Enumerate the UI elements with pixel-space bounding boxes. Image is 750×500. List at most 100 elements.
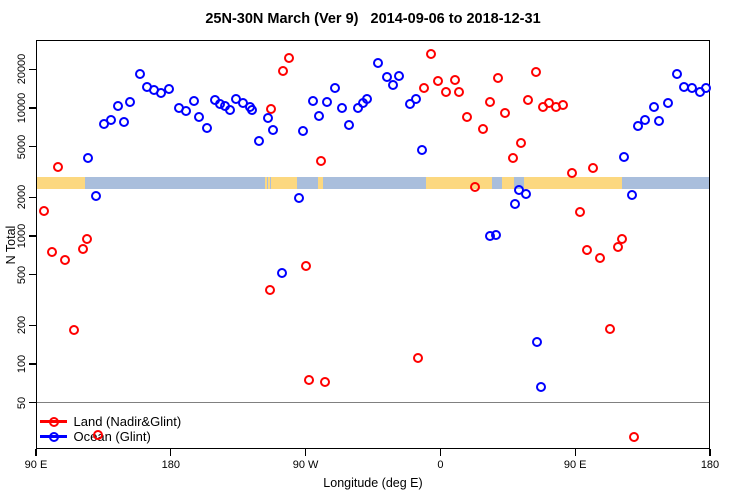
ocean-point bbox=[155, 87, 166, 98]
ocean-point bbox=[410, 94, 421, 105]
ocean-point bbox=[336, 103, 347, 113]
ocean-point bbox=[313, 110, 324, 121]
land-point bbox=[315, 155, 326, 166]
ocean-point bbox=[224, 105, 235, 116]
x-tick bbox=[35, 449, 37, 456]
coast-band-segment-ocean bbox=[492, 177, 503, 189]
land-point bbox=[617, 233, 628, 244]
land-point bbox=[59, 254, 70, 265]
ocean-point bbox=[521, 188, 532, 199]
ocean-point bbox=[193, 112, 204, 123]
coast-band-segment-land bbox=[37, 177, 85, 189]
coast-band-segment-land bbox=[267, 177, 270, 189]
land-point bbox=[68, 325, 79, 336]
y-tick bbox=[29, 401, 36, 404]
legend-ring-sample-land bbox=[48, 416, 59, 427]
x-tick-label: 180 bbox=[700, 459, 720, 471]
x-tick-label: 90 E bbox=[24, 459, 48, 471]
land-point bbox=[277, 65, 288, 76]
land-point bbox=[453, 87, 464, 98]
y-tick bbox=[29, 68, 36, 71]
coast-band-segment-land bbox=[264, 177, 267, 189]
land-point bbox=[441, 87, 452, 98]
land-point bbox=[433, 75, 444, 86]
chart-title: 25N-30N March (Ver 9) 2014-09-06 to 2018… bbox=[205, 11, 541, 27]
x-tick-label: 90 E bbox=[563, 459, 587, 471]
coast-band-segment-ocean bbox=[514, 177, 525, 189]
ocean-point bbox=[654, 116, 665, 127]
ocean-point bbox=[663, 98, 674, 109]
ocean-point bbox=[362, 94, 373, 105]
ocean-point bbox=[344, 120, 355, 131]
ocean-point bbox=[307, 95, 318, 106]
land-point bbox=[575, 206, 586, 217]
reference-line bbox=[37, 402, 709, 404]
ocean-point bbox=[321, 97, 332, 108]
ocean-point bbox=[394, 71, 405, 82]
x-tick-label: 180 bbox=[161, 459, 180, 471]
land-point bbox=[303, 374, 314, 385]
ocean-point bbox=[293, 193, 304, 204]
land-point bbox=[300, 260, 311, 271]
coast-band-segment-ocean bbox=[296, 177, 318, 189]
ocean-point bbox=[188, 95, 199, 106]
ocean-point bbox=[627, 190, 638, 201]
x-tick bbox=[439, 449, 441, 456]
ocean-point bbox=[112, 100, 123, 111]
ocean-point bbox=[253, 136, 264, 147]
y-tick bbox=[29, 273, 36, 276]
ocean-point bbox=[382, 71, 393, 82]
land-point bbox=[531, 67, 542, 78]
ocean-point bbox=[180, 105, 191, 116]
land-point bbox=[582, 244, 593, 255]
ocean-point bbox=[105, 115, 116, 126]
ocean-point bbox=[267, 125, 278, 135]
land-point bbox=[38, 205, 49, 216]
ocean-point bbox=[649, 101, 660, 112]
ocean-point bbox=[246, 105, 257, 116]
ocean-point bbox=[404, 99, 415, 110]
legend-label-land: Land (Nadir&Glint) bbox=[73, 414, 182, 429]
y-tick bbox=[29, 145, 36, 148]
coast-band-segment-land bbox=[271, 177, 297, 189]
ocean-point bbox=[388, 80, 399, 91]
ocean-point bbox=[700, 83, 711, 94]
ocean-point bbox=[90, 191, 101, 202]
coast-band-segment-ocean bbox=[622, 177, 709, 189]
x-tick-label: 0 bbox=[437, 459, 444, 471]
land-point bbox=[53, 161, 64, 172]
land-point bbox=[264, 285, 275, 296]
legend-row-ocean: Ocean (Glint) bbox=[40, 429, 181, 444]
coast-band-segment-land bbox=[317, 177, 323, 189]
x-tick-label: 90 W bbox=[292, 459, 319, 471]
ocean-point bbox=[490, 229, 501, 240]
land-point bbox=[500, 108, 511, 119]
ocean-point bbox=[536, 382, 547, 393]
y-tick bbox=[29, 363, 36, 365]
x-tick bbox=[170, 449, 172, 456]
x-axis-title: Longitude (deg E) bbox=[323, 476, 423, 490]
ocean-point bbox=[633, 121, 644, 132]
ocean-point bbox=[510, 198, 521, 209]
land-point bbox=[319, 377, 330, 388]
ocean-point bbox=[672, 68, 683, 79]
ocean-point bbox=[417, 144, 428, 155]
legend-label-ocean: Ocean (Glint) bbox=[73, 429, 151, 444]
land-point bbox=[595, 253, 606, 263]
land-point bbox=[92, 429, 103, 440]
land-point bbox=[412, 353, 423, 364]
legend-ring-sample-ocean bbox=[48, 431, 59, 442]
coast-band-segment-ocean bbox=[269, 177, 272, 189]
ocean-point bbox=[298, 126, 309, 136]
land-point bbox=[47, 246, 58, 257]
y-tick bbox=[29, 235, 36, 237]
land-point bbox=[462, 112, 473, 123]
land-point bbox=[508, 152, 519, 163]
ocean-point bbox=[619, 152, 630, 163]
ocean-point bbox=[82, 152, 93, 163]
legend: Land (Nadir&Glint) Ocean (Glint) bbox=[40, 414, 181, 444]
ocean-point bbox=[201, 122, 212, 133]
